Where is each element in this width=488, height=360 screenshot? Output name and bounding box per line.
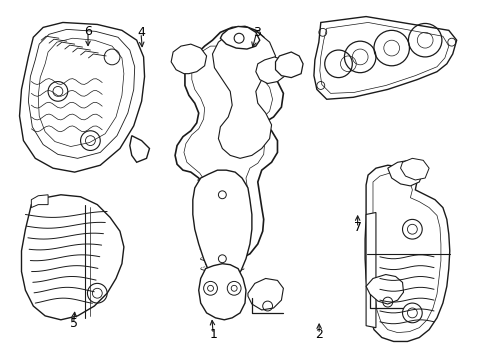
- Text: 2: 2: [315, 328, 323, 341]
- Polygon shape: [255, 57, 287, 84]
- Polygon shape: [247, 278, 283, 310]
- Polygon shape: [275, 52, 303, 78]
- Polygon shape: [21, 195, 123, 320]
- Text: 5: 5: [69, 317, 78, 330]
- Polygon shape: [212, 28, 275, 158]
- Text: 3: 3: [252, 26, 260, 39]
- Polygon shape: [400, 158, 428, 180]
- Polygon shape: [387, 160, 422, 186]
- Text: 6: 6: [84, 25, 92, 39]
- Polygon shape: [175, 26, 283, 261]
- FancyBboxPatch shape: [205, 189, 239, 201]
- Polygon shape: [129, 136, 149, 162]
- Text: 7: 7: [353, 221, 361, 234]
- Polygon shape: [366, 212, 375, 328]
- Polygon shape: [192, 170, 251, 282]
- Text: 1: 1: [209, 328, 217, 341]
- FancyBboxPatch shape: [205, 253, 239, 265]
- Polygon shape: [366, 275, 403, 304]
- Polygon shape: [20, 22, 144, 172]
- Polygon shape: [313, 17, 456, 99]
- Polygon shape: [365, 165, 449, 342]
- Polygon shape: [171, 44, 206, 74]
- Polygon shape: [31, 195, 48, 208]
- Text: 4: 4: [137, 26, 144, 39]
- Polygon shape: [198, 264, 245, 320]
- Polygon shape: [220, 26, 259, 49]
